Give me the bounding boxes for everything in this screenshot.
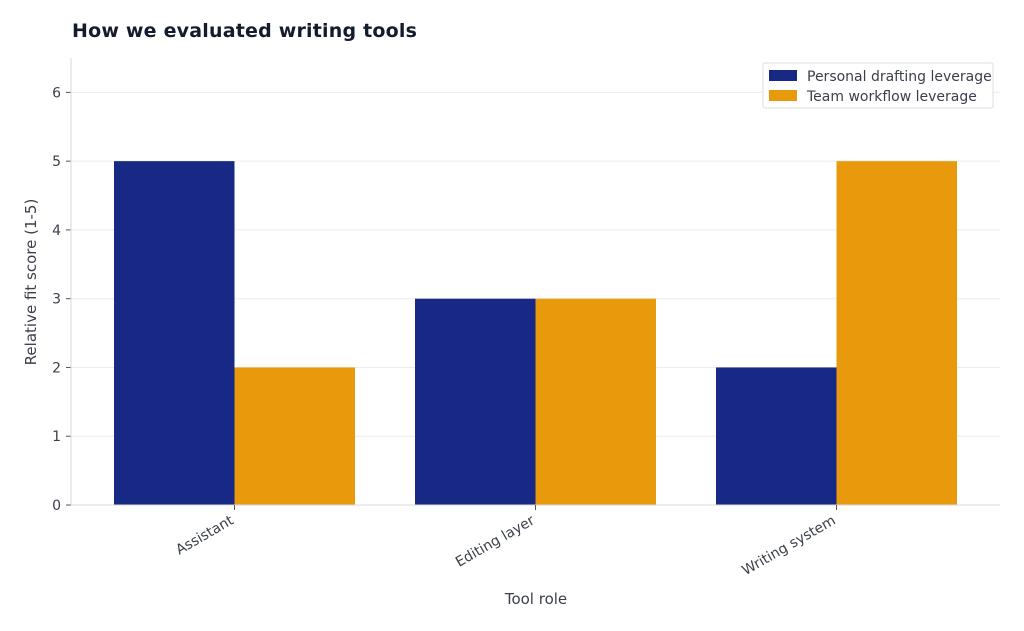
legend-swatch (769, 90, 797, 101)
bars (114, 161, 957, 505)
bar-personal-3 (716, 367, 837, 505)
x-tick-label: Writing system (740, 513, 839, 579)
y-axis-label: Relative fit score (1-5) (22, 199, 40, 366)
y-tick-label: 3 (52, 292, 61, 308)
y-tick-label: 4 (52, 223, 61, 239)
x-tick-label: Assistant (173, 512, 237, 558)
y-tick-label: 0 (52, 498, 61, 514)
bar-personal-2 (415, 298, 536, 505)
bar-team-2 (535, 298, 656, 505)
legend: Personal drafting leverage Team workflow … (762, 62, 994, 109)
y-tick-label: 1 (52, 429, 61, 445)
y-tick-label: 5 (52, 154, 61, 170)
bar-team-1 (234, 367, 355, 505)
bar-personal-1 (114, 161, 235, 505)
x-axis-label: Tool role (504, 590, 567, 608)
y-tick-label: 6 (52, 85, 61, 101)
chart-title: How we evaluated writing tools (72, 20, 418, 42)
legend-box (762, 62, 994, 109)
legend-label: Personal drafting leverage (807, 69, 992, 85)
x-tick-label: Editing layer (453, 512, 538, 570)
bar-team-3 (836, 161, 957, 505)
y-tick-label: 2 (52, 360, 61, 376)
legend-swatch (769, 70, 797, 81)
legend-label: Team workflow leverage (806, 89, 977, 105)
